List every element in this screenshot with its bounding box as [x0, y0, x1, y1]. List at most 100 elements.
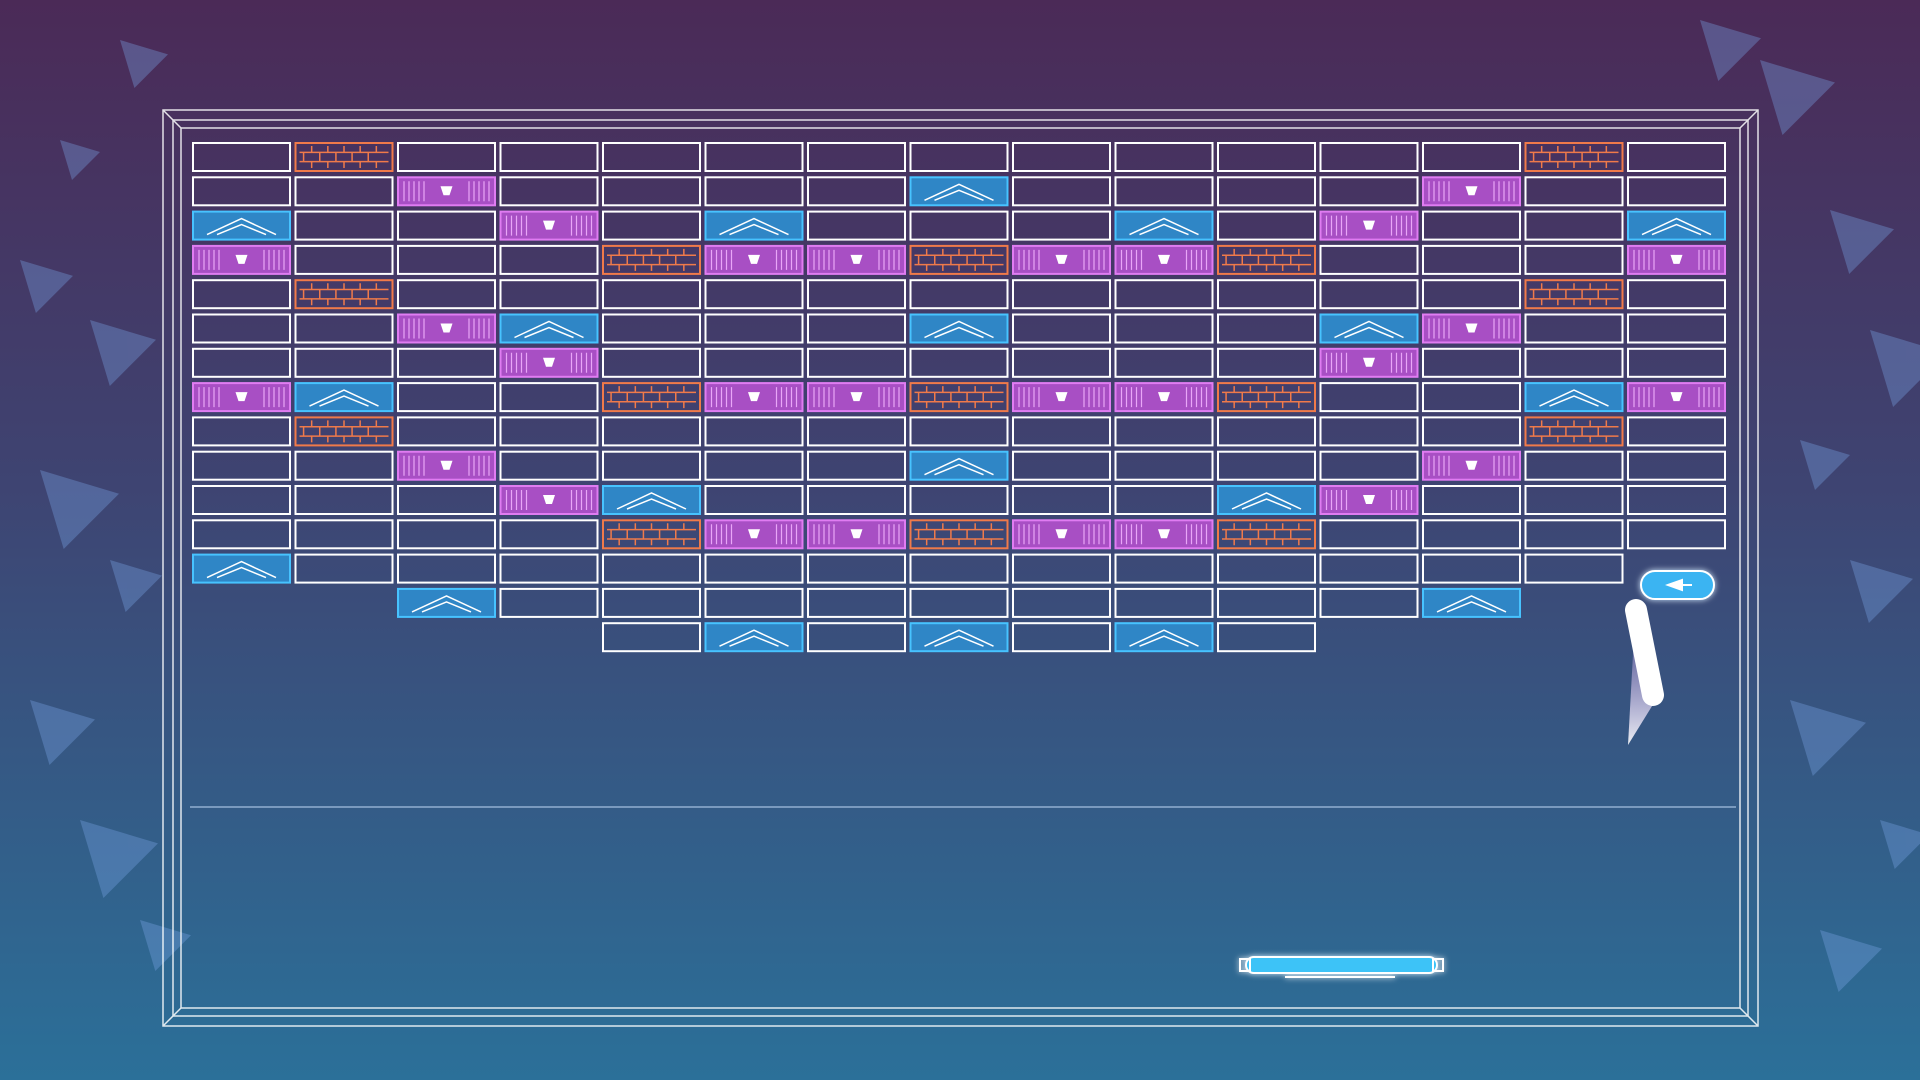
brick: [1217, 313, 1316, 344]
brick-outline: [1422, 210, 1521, 241]
brick: [1217, 450, 1316, 481]
brick: [704, 450, 804, 481]
brick: [807, 382, 906, 413]
brick-pattern: [1325, 215, 1413, 236]
brick: [1524, 313, 1624, 344]
brick: [294, 313, 394, 344]
brick: [192, 382, 291, 413]
brick: [1217, 279, 1316, 310]
brick: [909, 313, 1009, 344]
brick: [1319, 176, 1419, 207]
brick-pattern: [1529, 146, 1619, 168]
brick: [1422, 587, 1521, 618]
brick: [1012, 244, 1111, 275]
brick-fill: [704, 622, 804, 653]
brick-outline: [602, 347, 701, 378]
brick-pattern: [1641, 217, 1712, 236]
brick-pattern: [1428, 318, 1515, 339]
brick: [294, 382, 394, 413]
frame-outer: [162, 109, 1759, 1027]
brick-outline: [1319, 553, 1419, 584]
brick: [704, 519, 804, 550]
brick: [1627, 313, 1726, 344]
brick-outline: [397, 519, 496, 550]
brick: [1524, 347, 1624, 378]
brick: [1012, 519, 1111, 550]
brick: [294, 176, 394, 207]
brick-pattern: [1120, 387, 1208, 408]
brick-pattern: [616, 492, 687, 510]
brick: [294, 553, 394, 584]
brick: [602, 142, 701, 172]
frame-middle: [172, 119, 1749, 1017]
shard: [1760, 60, 1835, 135]
brick-fill: [1114, 622, 1214, 653]
brick-outline: [909, 485, 1009, 515]
brick: [1422, 382, 1521, 413]
brick: [807, 244, 906, 275]
brick-outline: [909, 553, 1009, 584]
shard: [110, 560, 162, 612]
brick-outline: [602, 210, 701, 241]
brick: [1217, 347, 1316, 378]
brick-outline: [1114, 587, 1214, 618]
brick: [1012, 622, 1111, 653]
brick: [1319, 587, 1419, 618]
brick: [294, 347, 394, 378]
brick-outline: [704, 313, 804, 344]
brick-outline: [1627, 416, 1726, 447]
brick: [499, 587, 599, 618]
brick: [499, 176, 599, 207]
brick: [294, 450, 394, 481]
brick-outline: [909, 142, 1009, 172]
brick-outline: [704, 416, 804, 447]
brick-fill: [1524, 382, 1624, 413]
brick: [909, 519, 1009, 550]
brick-outline: [294, 347, 394, 378]
brick: [1319, 450, 1419, 481]
brick-outline: [499, 244, 599, 275]
brick: [1012, 142, 1111, 172]
brick-outline: [1217, 553, 1316, 584]
brick: [1012, 347, 1111, 378]
frame-corner: [1739, 109, 1759, 129]
brick-outline: [397, 142, 496, 172]
brick-pattern: [1018, 387, 1105, 408]
brick-icon: [1363, 357, 1375, 367]
brick: [704, 416, 804, 447]
powerup-icon: [1665, 578, 1692, 592]
brick-outline: [499, 382, 599, 413]
brick-outline: [1012, 622, 1111, 653]
brick: [397, 210, 496, 241]
brick-icon: [1363, 220, 1375, 230]
brick: [294, 519, 394, 550]
shard: [1850, 560, 1913, 623]
brick: [909, 416, 1009, 447]
brick: [602, 210, 701, 241]
brick-outline: [602, 553, 701, 584]
brick-outline: [294, 176, 394, 207]
brick-pattern: [710, 524, 798, 545]
brick: [1627, 450, 1726, 481]
brick: [602, 382, 701, 413]
brick: [294, 416, 394, 447]
brick-outline: [397, 347, 496, 378]
brick-outline: [704, 587, 804, 618]
brick: [704, 313, 804, 344]
brick: [1012, 176, 1111, 207]
brick: [909, 176, 1009, 207]
brick-icon: [1465, 186, 1478, 196]
brick-pattern: [505, 490, 593, 510]
brick-pattern: [719, 217, 789, 236]
brick-outline: [1012, 416, 1111, 447]
brick-pattern: [1436, 595, 1507, 613]
brick: [602, 279, 701, 310]
brick: [1524, 485, 1624, 515]
brick: [909, 622, 1009, 653]
brick-outline: [1217, 210, 1316, 241]
shard: [80, 820, 158, 898]
brick-outline: [602, 176, 701, 207]
brick: [1422, 347, 1521, 378]
shard: [1830, 210, 1894, 274]
brick-outline: [1319, 416, 1419, 447]
